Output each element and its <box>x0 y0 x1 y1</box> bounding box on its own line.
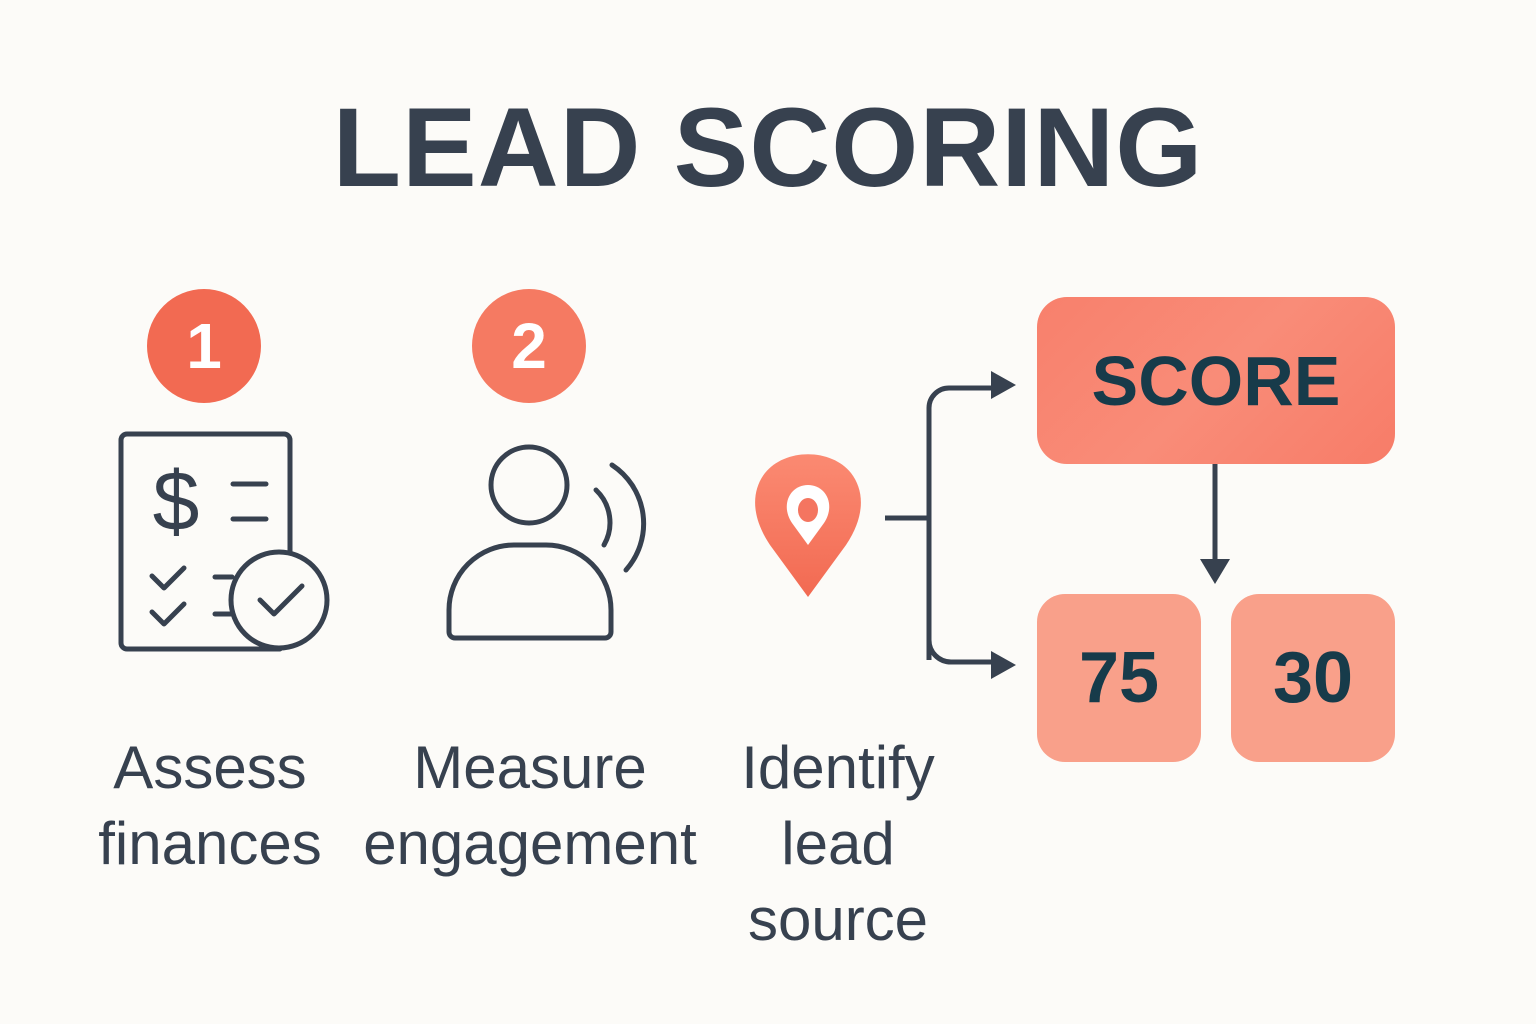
page-title: LEAD SCORING <box>332 85 1204 210</box>
step-3-label: Identify lead source <box>658 730 1018 958</box>
step-1-label: Assess finances <box>30 730 390 882</box>
label-line: lead <box>781 810 895 877</box>
step-1-badge: 1 <box>147 289 261 403</box>
finance-checklist-icon: $ <box>118 431 330 652</box>
arrowheads <box>991 371 1230 679</box>
location-pin-icon <box>755 454 861 597</box>
step-2-label: Measure engagement <box>350 730 710 882</box>
score-box: SCORE <box>1037 297 1395 464</box>
label-line: Assess <box>113 734 307 801</box>
label-line: source <box>747 886 929 953</box>
label-line: Identify <box>741 734 935 801</box>
label-line: finances <box>98 810 322 877</box>
svg-text:$: $ <box>153 454 200 548</box>
arrowhead-to-values <box>991 651 1016 679</box>
arrowhead-to-score <box>991 371 1016 399</box>
score-value-box: 30 <box>1231 594 1395 762</box>
score-value-box: 75 <box>1037 594 1201 762</box>
label-line: Measure <box>413 734 647 801</box>
arrowhead-down <box>1200 559 1230 584</box>
person-engagement-icon <box>446 444 647 641</box>
connector-arrows <box>885 385 1218 665</box>
label-line: engagement <box>363 810 697 877</box>
step-2-badge: 2 <box>472 289 586 403</box>
